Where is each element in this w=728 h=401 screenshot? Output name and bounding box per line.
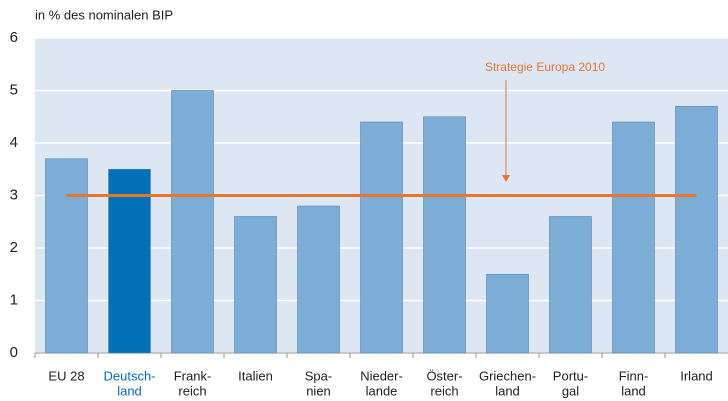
reference-label: Strategie Europa 2010 — [485, 60, 605, 74]
x-tick-label: nien — [306, 383, 331, 398]
x-tick-label: Öster- — [426, 368, 462, 383]
bar — [423, 116, 466, 354]
x-tick-label: Nieder- — [360, 368, 403, 383]
x-tick-label: reich — [178, 383, 206, 398]
x-tick-label: land — [117, 383, 142, 398]
y-tick-label: 5 — [10, 81, 18, 98]
bar — [45, 158, 88, 354]
x-tick-label: Irland — [680, 368, 713, 383]
x-tick-label: Spa- — [305, 368, 332, 383]
x-tick-label: reich — [430, 383, 458, 398]
y-tick-label: 6 — [10, 29, 18, 46]
x-tick-label: EU 28 — [48, 368, 84, 383]
axis-label: in % des nominalen BIP — [35, 7, 173, 22]
x-tick-label: lande — [366, 383, 398, 398]
reference-arrowhead — [502, 175, 510, 182]
bar — [297, 205, 340, 354]
bar — [549, 216, 592, 354]
x-tick-label: Griechen- — [479, 368, 536, 383]
x-tick-label: Italien — [238, 368, 273, 383]
y-tick-label: 3 — [10, 186, 18, 203]
x-tick-label: land — [495, 383, 520, 398]
bar — [486, 273, 529, 354]
x-tick-label: gal — [562, 383, 579, 398]
y-tick-label: 2 — [10, 239, 18, 256]
y-tick-label: 0 — [10, 344, 18, 361]
x-tick-label: Deutsch- — [103, 368, 155, 383]
bar — [108, 168, 151, 354]
x-tick-label: land — [621, 383, 646, 398]
bar — [360, 121, 403, 354]
bar — [612, 121, 655, 354]
y-tick-label: 1 — [10, 291, 18, 308]
x-tick-label: Portu- — [553, 368, 588, 383]
bar — [234, 216, 277, 354]
x-tick-label: Finn- — [619, 368, 649, 383]
x-tick-label: Frank- — [174, 368, 212, 383]
bar — [171, 90, 214, 354]
bar — [675, 105, 718, 354]
y-tick-label: 4 — [10, 134, 18, 151]
